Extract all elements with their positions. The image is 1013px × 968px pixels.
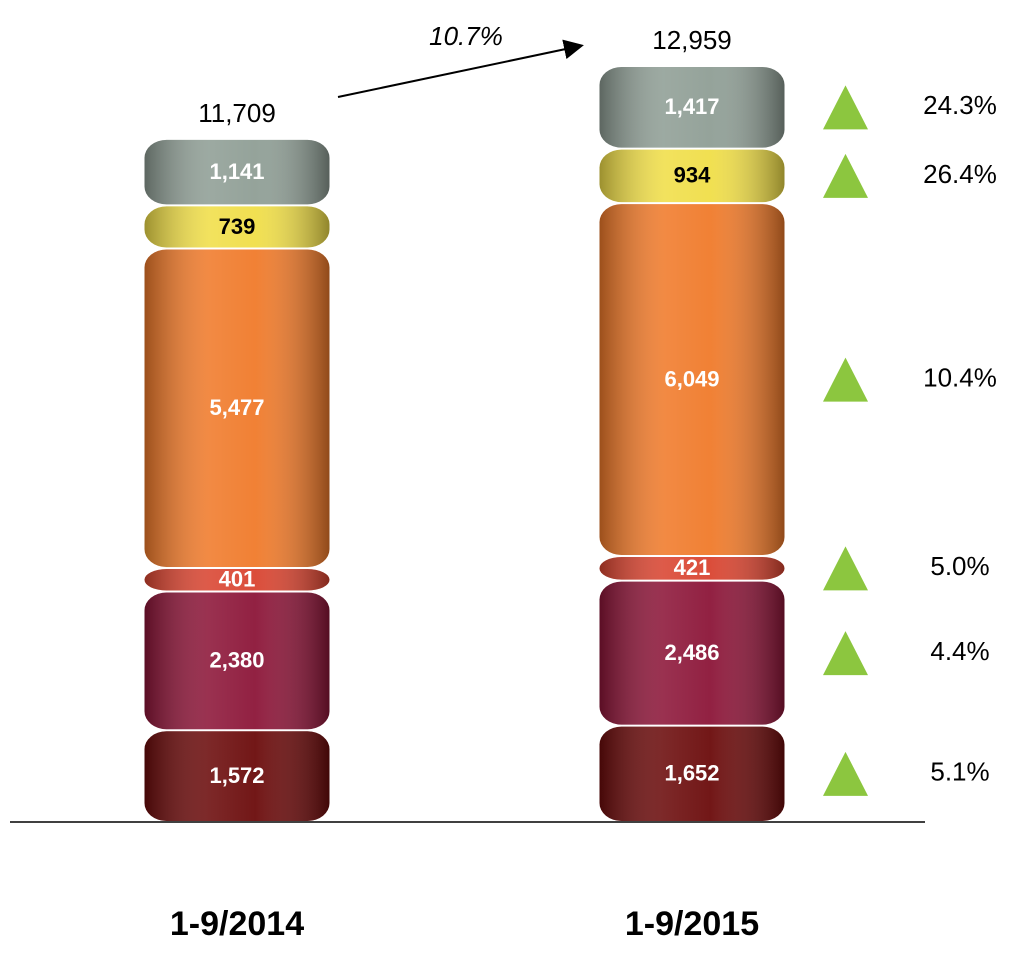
segment-label: 2,486 <box>664 640 719 665</box>
increase-marker <box>823 631 868 676</box>
category-label: 1-9/2014 <box>170 905 304 943</box>
segment-shade <box>144 569 330 591</box>
increase-marker <box>823 751 868 796</box>
segment-label: 1,417 <box>664 94 719 119</box>
segment-label: 934 <box>674 163 711 188</box>
change-label: 5.1% <box>930 757 989 787</box>
increase-marker <box>823 153 868 198</box>
change-label: 26.4% <box>923 159 997 189</box>
segment-label: 739 <box>219 214 256 239</box>
total-label: 12,959 <box>652 25 732 55</box>
segment-label: 5,477 <box>209 395 264 420</box>
increase-marker <box>823 546 868 591</box>
segment-shade <box>144 592 330 730</box>
segment-shade <box>599 67 785 148</box>
change-label: 4.4% <box>930 636 989 666</box>
segment-label: 2,380 <box>209 648 264 673</box>
segment-label: 1,652 <box>664 761 719 786</box>
segment-shade <box>599 149 785 203</box>
segment-shade <box>144 139 330 205</box>
segment-label: 1,141 <box>209 159 264 184</box>
total-label: 11,709 <box>198 98 276 128</box>
total-change: 10.7% <box>429 21 503 51</box>
segment-shade <box>144 206 330 248</box>
segment-shade <box>144 249 330 568</box>
change-label: 24.3% <box>923 90 997 120</box>
change-label: 5.0% <box>930 551 989 581</box>
segment-label: 421 <box>674 555 711 580</box>
segment-label: 1,572 <box>209 763 264 788</box>
segment-label: 401 <box>219 567 256 592</box>
segment-label: 6,049 <box>664 366 719 391</box>
segment-shade <box>599 204 785 556</box>
growth-arrow <box>337 39 584 98</box>
segment-shade <box>599 581 785 725</box>
segment-shade <box>144 731 330 821</box>
category-label: 1-9/2015 <box>625 905 759 943</box>
increase-marker <box>823 85 868 130</box>
segment-shade <box>599 726 785 821</box>
change-label: 10.4% <box>923 362 997 392</box>
increase-marker <box>823 357 868 402</box>
segment-shade <box>599 557 785 580</box>
